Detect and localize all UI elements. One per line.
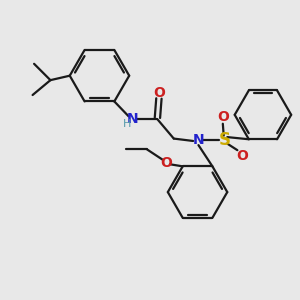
Text: O: O — [153, 85, 165, 100]
Text: N: N — [127, 112, 139, 126]
Text: S: S — [218, 131, 230, 149]
Text: N: N — [193, 133, 204, 147]
Text: O: O — [236, 149, 248, 163]
Text: O: O — [217, 110, 229, 124]
Text: H: H — [123, 119, 131, 129]
Text: O: O — [160, 156, 172, 170]
